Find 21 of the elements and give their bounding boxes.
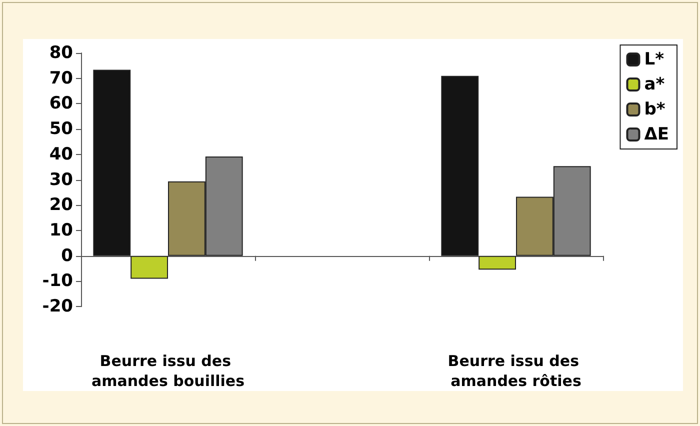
legend-label: a* (644, 74, 665, 94)
y-tick-label: 70 (49, 68, 74, 88)
y-tick-label: 0 (61, 246, 74, 266)
y-tick-label: 50 (49, 119, 74, 140)
legend-label: ΔE (644, 124, 670, 144)
y-tick-label: -10 (42, 271, 74, 292)
x-tick-label: Beurre issu des amandes bouillies (91, 352, 245, 390)
y-tick-label: 10 (49, 220, 74, 241)
y-tick-label: -20 (42, 296, 74, 317)
y-tick-label: 80 (49, 43, 74, 63)
bar (130, 256, 168, 279)
y-tick-label: 30 (49, 170, 74, 190)
y-tick-label: 40 (49, 144, 74, 164)
bar (478, 256, 516, 270)
x-tick-label: Beurre issu des amandes rôties (448, 352, 584, 390)
bar (441, 76, 479, 256)
legend-label: L* (644, 50, 664, 70)
y-tick-label: 20 (49, 195, 74, 216)
legend-label: b* (644, 100, 666, 120)
y-tick-label: 60 (49, 94, 74, 114)
bar (93, 70, 131, 256)
